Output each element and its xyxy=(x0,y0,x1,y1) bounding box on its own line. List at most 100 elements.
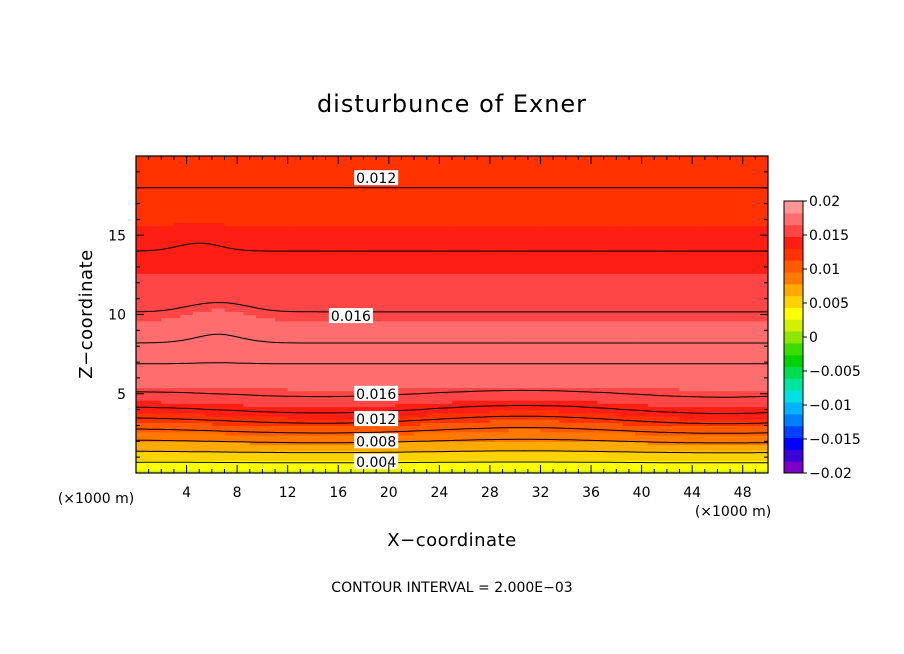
field-cell xyxy=(230,235,238,240)
field-cell xyxy=(363,447,371,452)
field-cell xyxy=(433,235,440,240)
field-cell xyxy=(205,276,213,281)
field-cell xyxy=(319,282,327,287)
field-cell xyxy=(306,327,314,331)
field-cell xyxy=(331,466,339,471)
field-cell xyxy=(338,336,346,341)
field-cell xyxy=(237,232,245,236)
field-cell xyxy=(426,441,434,446)
field-cell xyxy=(363,358,371,363)
field-cell xyxy=(186,159,194,163)
field-cell xyxy=(294,178,301,182)
field-cell xyxy=(211,273,219,278)
field-cell xyxy=(407,336,415,341)
field-cell xyxy=(249,194,257,198)
field-cell xyxy=(186,203,194,208)
field-cell xyxy=(161,216,169,220)
field-cell xyxy=(350,187,358,192)
field-cell xyxy=(180,387,188,392)
field-cell xyxy=(218,346,226,350)
field-cell xyxy=(249,282,257,287)
field-cell xyxy=(161,273,169,278)
field-cell xyxy=(312,327,320,331)
field-cell xyxy=(294,197,301,201)
field-cell xyxy=(230,308,238,312)
field-cell xyxy=(319,187,327,192)
field-cell xyxy=(268,368,276,373)
field-cell xyxy=(230,441,238,446)
field-cell xyxy=(205,419,213,423)
field-cell xyxy=(192,194,200,198)
field-cell xyxy=(218,225,226,230)
field-cell xyxy=(407,273,415,278)
field-cell xyxy=(312,412,320,417)
field-cell xyxy=(312,216,320,220)
field-cell xyxy=(192,187,200,192)
field-cell xyxy=(294,282,301,287)
field-cell xyxy=(173,181,181,186)
field-cell xyxy=(237,235,245,240)
field-cell xyxy=(224,362,232,366)
field-cell xyxy=(275,206,282,211)
field-cell xyxy=(319,355,327,360)
field-cell xyxy=(180,333,188,338)
field-cell xyxy=(287,197,295,201)
field-cell xyxy=(237,257,245,262)
field-cell xyxy=(154,241,162,246)
field-cell xyxy=(306,181,314,186)
field-cell xyxy=(382,298,390,303)
field-cell xyxy=(414,463,421,468)
field-cell xyxy=(287,184,295,189)
field-cell xyxy=(173,222,181,227)
field-cell xyxy=(148,228,156,233)
field-cell xyxy=(161,453,169,458)
field-cell xyxy=(249,168,257,173)
field-cell xyxy=(376,238,384,243)
field-cell xyxy=(426,339,434,344)
field-cell xyxy=(281,289,289,293)
field-cell xyxy=(433,190,440,195)
field-cell xyxy=(369,295,377,300)
field-cell xyxy=(275,415,282,420)
field-cell xyxy=(401,282,409,287)
field-cell xyxy=(433,251,440,255)
field-cell xyxy=(433,298,440,303)
field-cell xyxy=(243,415,251,420)
field-cell xyxy=(199,349,207,354)
field-cell xyxy=(325,156,333,160)
field-cell xyxy=(344,165,352,170)
field-cell xyxy=(192,273,200,278)
field-cell xyxy=(161,279,169,284)
field-cell xyxy=(319,469,327,473)
field-cell xyxy=(224,346,232,350)
field-cell xyxy=(281,371,289,376)
field-cell xyxy=(426,358,434,363)
field-cell xyxy=(445,178,453,182)
field-cell xyxy=(382,209,390,214)
field-cell xyxy=(192,393,200,398)
field-cell xyxy=(199,412,207,417)
field-cell xyxy=(256,244,263,249)
field-cell xyxy=(414,457,421,461)
field-cell xyxy=(243,412,251,417)
field-cell xyxy=(319,460,327,465)
field-cell xyxy=(167,444,175,449)
field-cell xyxy=(338,419,346,423)
field-cell xyxy=(256,400,263,404)
field-cell xyxy=(407,209,415,214)
field-cell xyxy=(256,213,263,217)
field-cell xyxy=(199,409,207,414)
field-cell xyxy=(161,263,169,268)
field-cell xyxy=(218,168,226,173)
field-cell xyxy=(325,469,333,473)
field-cell xyxy=(401,244,409,249)
field-cell xyxy=(262,181,270,186)
field-cell xyxy=(142,241,150,246)
field-cell xyxy=(306,343,314,347)
field-cell xyxy=(401,178,409,182)
field-cell xyxy=(338,194,346,198)
field-cell xyxy=(439,197,447,201)
field-cell xyxy=(433,333,440,338)
field-cell xyxy=(180,187,188,192)
field-cell xyxy=(344,374,352,379)
